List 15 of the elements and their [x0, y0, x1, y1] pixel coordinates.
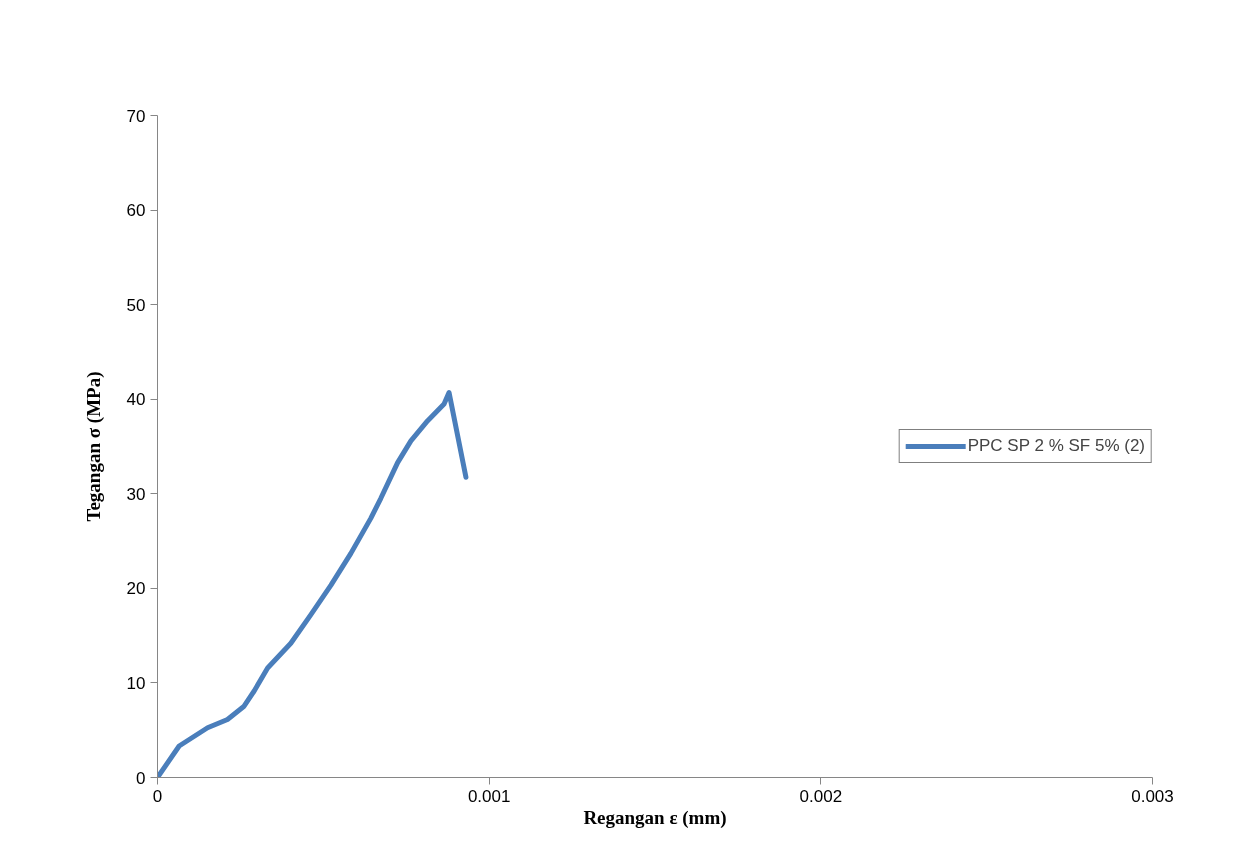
y-tick-label: 0	[136, 768, 146, 788]
y-tick-label: 30	[126, 484, 146, 504]
y-tick-label: 60	[126, 201, 146, 221]
x-tick-label: 0	[152, 786, 163, 806]
legend-label: PPC SP 2 % SF 5% (2)	[967, 436, 1145, 456]
y-tick-label: 20	[126, 579, 146, 599]
y-tick-label: 10	[126, 673, 146, 693]
x-axis-title: Regangan ε (mm)	[583, 806, 727, 829]
x-tick-label: 0.001	[467, 786, 511, 806]
x-tick-label: 0.002	[799, 786, 843, 806]
x-tick-label: 0.003	[1131, 786, 1174, 806]
y-tick-label: 70	[126, 106, 146, 126]
y-tick-label: 40	[126, 390, 146, 410]
y-tick-label: 50	[126, 295, 146, 315]
y-axis-title: Tegangan σ (MPa)	[82, 371, 105, 522]
